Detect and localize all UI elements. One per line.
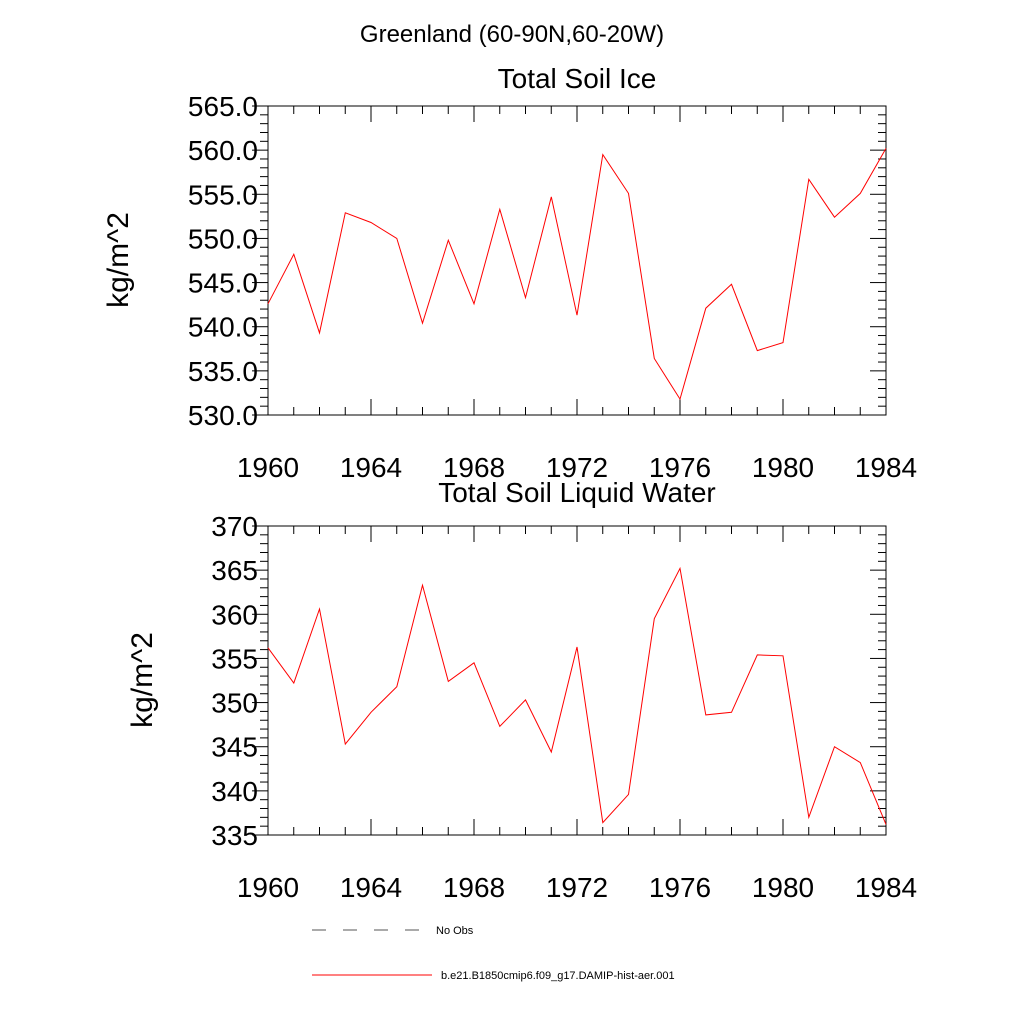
x-tick-label: 1976	[649, 452, 711, 483]
x-tick-label: 1964	[340, 452, 402, 483]
x-tick-label: 1980	[752, 872, 814, 903]
plot-frame	[267, 525, 887, 836]
x-tick-label: 1972	[546, 452, 608, 483]
y-tick-label: 560.0	[188, 135, 258, 166]
y-tick-label: 370	[211, 511, 258, 542]
x-tick-label: 1984	[855, 452, 917, 483]
y-tick-label: 540.0	[188, 312, 258, 343]
x-tick-label: 1968	[443, 452, 505, 483]
y-tick-label: 360	[211, 599, 258, 630]
y-axis-label: kg/m^2	[102, 212, 135, 308]
y-tick-label: 565.0	[188, 91, 258, 122]
x-tick-label: 1960	[237, 872, 299, 903]
x-tick-label: 1964	[340, 872, 402, 903]
x-tick-label: 1968	[443, 872, 505, 903]
panel-total-soil-liquid-water: Total Soil Liquid Water kg/m^2 1960 1964 196…	[126, 477, 917, 903]
y-tick-label: 355	[211, 643, 258, 674]
y-axis-label: kg/m^2	[126, 632, 159, 728]
y-tick-label: 365	[211, 555, 258, 586]
y-tick-label: 345	[211, 732, 258, 763]
x-tick-label: 1972	[546, 872, 608, 903]
x-tick-label: 1960	[237, 452, 299, 483]
panel-total-soil-ice: Total Soil Ice kg/m^2 1960 1964 1968 1972 1976…	[102, 63, 917, 483]
x-tick-label: 1980	[752, 452, 814, 483]
plot-frame	[267, 105, 887, 416]
y-tick-label: 335	[211, 820, 258, 851]
panel-title: Total Soil Ice	[498, 63, 657, 94]
y-tick-label: 535.0	[188, 356, 258, 387]
legend: No Obs b.e21.B1850cmip6.f09_g17.DAMIP-hi…	[312, 925, 675, 982]
legend-entry-model-run: b.e21.B1850cmip6.f09_g17.DAMIP-hist-aer.…	[312, 970, 675, 982]
y-tick-label: 545.0	[188, 268, 258, 299]
legend-label-model-run: b.e21.B1850cmip6.f09_g17.DAMIP-hist-aer.…	[441, 970, 675, 982]
series-line	[267, 148, 887, 401]
x-tick-label: 1976	[649, 872, 711, 903]
y-tick-label: 530.0	[188, 400, 258, 431]
legend-label-no-obs: No Obs	[436, 925, 474, 937]
panel-title: Total Soil Liquid Water	[438, 477, 716, 508]
y-tick-label: 340	[211, 776, 258, 807]
y-tick-label: 550.0	[188, 223, 258, 254]
series-line	[267, 566, 887, 825]
x-tick-label: 1984	[855, 872, 917, 903]
y-tick-label: 555.0	[188, 179, 258, 210]
y-tick-label: 350	[211, 688, 258, 719]
legend-entry-no-obs: No Obs	[312, 925, 474, 937]
figure-suptitle: Greenland (60-90N,60-20W)	[360, 21, 664, 48]
